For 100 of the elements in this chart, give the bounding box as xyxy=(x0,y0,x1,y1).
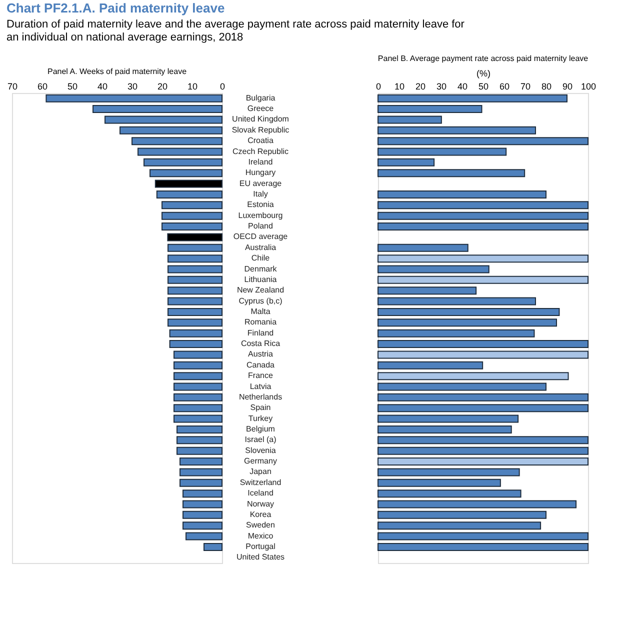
bar xyxy=(168,265,222,274)
bar xyxy=(378,490,522,498)
bar xyxy=(174,372,222,380)
bar xyxy=(182,522,222,530)
y-tick-label: Latvia xyxy=(250,382,272,391)
chart-title: Panel B. Average payment rate across paid maternity leave xyxy=(378,54,589,63)
bar xyxy=(378,190,546,198)
x-tick-label: 100 xyxy=(580,82,596,92)
x-tick-label: 30 xyxy=(436,82,447,92)
bar xyxy=(378,201,588,210)
bar xyxy=(169,329,222,338)
y-tick-label: Malta xyxy=(250,306,271,316)
bar xyxy=(180,478,222,487)
x-axis-title: (%) xyxy=(476,68,490,78)
bar xyxy=(378,254,588,263)
y-tick-label: Denmark xyxy=(244,264,278,274)
bar xyxy=(174,393,222,402)
x-tick-label: 70 xyxy=(7,82,18,92)
bar xyxy=(162,212,222,220)
y-tick-label: Australia xyxy=(244,242,277,252)
bar xyxy=(144,158,222,166)
bar xyxy=(378,244,468,252)
bar xyxy=(378,297,536,306)
y-tick-label: United Kingdom xyxy=(232,114,290,124)
bar xyxy=(378,286,477,295)
bar xyxy=(378,382,546,391)
bar xyxy=(378,148,507,156)
bar xyxy=(176,425,222,434)
bar xyxy=(168,297,222,306)
bar xyxy=(378,329,535,338)
y-tick-label: Germany xyxy=(244,456,277,466)
bar xyxy=(46,94,222,102)
bar xyxy=(168,244,222,252)
bar xyxy=(378,94,568,102)
y-tick-label: Finland xyxy=(247,328,274,338)
bar xyxy=(182,490,222,498)
bar xyxy=(378,478,501,487)
x-tick-label: 0 xyxy=(220,82,226,92)
bar xyxy=(378,212,588,220)
bar xyxy=(378,393,588,402)
y-tick-label: Croatia xyxy=(248,136,274,146)
x-tick-label: 40 xyxy=(457,82,468,92)
y-tick-label: Luxembourg xyxy=(238,210,283,220)
y-tick-label: Lithuania xyxy=(244,274,278,284)
y-tick-label: Greece xyxy=(247,104,274,114)
bar xyxy=(378,361,484,370)
chart-title: Panel A. Weeks of paid maternity leave xyxy=(47,67,188,76)
bar xyxy=(378,126,536,134)
bar xyxy=(204,542,222,551)
x-tick-label: 40 xyxy=(97,82,108,92)
x-tick-label: 50 xyxy=(478,82,489,92)
bar xyxy=(378,532,588,540)
text: Chart PF2.1.A. Paid maternity leave xyxy=(6,0,225,16)
bar xyxy=(162,222,222,231)
x-tick-label: 0 xyxy=(376,82,382,92)
bar xyxy=(378,222,588,231)
y-tick-label: Poland xyxy=(248,222,273,231)
bar xyxy=(168,254,222,263)
y-tick-label: Korea xyxy=(250,510,272,519)
y-tick-label: United States xyxy=(236,552,285,562)
x-tick-label: 50 xyxy=(67,82,78,92)
x-tick-label: 60 xyxy=(37,82,48,92)
y-tick-label: Chile xyxy=(251,254,270,263)
bar xyxy=(168,308,222,316)
bar xyxy=(138,148,222,156)
bar xyxy=(378,158,435,166)
bar xyxy=(186,532,222,540)
y-tick-label: Turkey xyxy=(248,414,273,423)
bar xyxy=(378,414,519,423)
y-tick-label: Portugal xyxy=(246,542,276,551)
y-tick-label: New Zealand xyxy=(236,286,284,295)
y-tick-label: Canada xyxy=(246,360,276,370)
bar xyxy=(378,350,588,359)
bar xyxy=(174,404,222,412)
bar xyxy=(174,350,222,359)
x-tick-label: 20 xyxy=(157,82,168,92)
bar xyxy=(378,105,482,114)
y-tick-label: Bulgaria xyxy=(246,93,276,102)
text: Duration of paid maternity leave and the average payment rate across paid maternity leave for an individual on national average earnings, 2018 xyxy=(6,18,465,44)
bar xyxy=(132,137,222,146)
bar xyxy=(378,116,442,124)
bar xyxy=(378,308,560,316)
x-tick-label: 10 xyxy=(394,82,405,92)
bar xyxy=(150,169,222,178)
x-tick-label: 90 xyxy=(562,82,573,92)
y-tick-label: Estonia xyxy=(247,200,274,210)
y-tick-label: Slovenia xyxy=(245,446,276,455)
y-tick-label: Italy xyxy=(253,189,268,198)
y-tick-label: Costa Rica xyxy=(240,339,281,348)
y-tick-label: Ireland xyxy=(248,157,273,166)
bar xyxy=(378,425,512,434)
y-tick-label: Austria xyxy=(248,350,274,359)
bar xyxy=(378,340,588,348)
bar xyxy=(378,436,588,444)
y-tick-label: Netherlands xyxy=(238,392,282,402)
y-tick-label: Norway xyxy=(246,499,274,508)
bar xyxy=(378,500,577,508)
bar xyxy=(378,542,588,551)
y-tick-label: Romania xyxy=(244,318,278,327)
bar xyxy=(156,190,222,198)
